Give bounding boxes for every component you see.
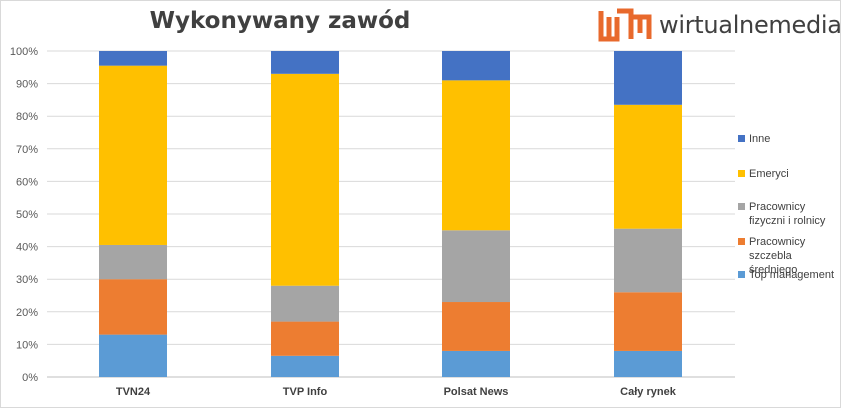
bar-segment [99, 51, 167, 66]
y-tick-label: 90% [16, 79, 38, 91]
y-tick-label: 10% [16, 339, 38, 351]
y-tick-label: 80% [16, 111, 38, 123]
bar-segment [99, 279, 167, 335]
legend-item: Inne [738, 132, 770, 146]
bar-segment [442, 302, 510, 351]
x-category-label: TVP Info [283, 386, 328, 398]
legend-swatch [738, 170, 745, 177]
chart-title: Wykonywany zawód [149, 8, 411, 34]
x-category-label: Cały rynek [620, 386, 677, 398]
bar-segment [271, 73, 339, 286]
y-tick-label: 0% [22, 372, 38, 384]
legend-item: Pracownicy szczebla średniego [738, 235, 842, 277]
legend-label: Pracownicy szczebla średniego [749, 236, 806, 276]
brand-logo: wirtualnemedia.pl [597, 6, 842, 44]
y-tick-label: 60% [16, 176, 38, 188]
legend-label: Top management [749, 269, 834, 281]
bar-segment [614, 350, 682, 377]
wm-logo-icon [598, 8, 652, 42]
bar-segment [614, 228, 682, 293]
legend-swatch [738, 271, 745, 278]
y-tick-label: 40% [16, 242, 38, 254]
bar-segment [271, 321, 339, 356]
legend-item: Pracownicy fizyczni i rolnicy [738, 200, 842, 228]
legend-label: Inne [749, 133, 771, 145]
logo-text: wirtualnemedia.pl [659, 11, 842, 39]
bar-segment [271, 285, 339, 322]
bar-segment [442, 230, 510, 303]
bar-segment [442, 80, 510, 231]
y-tick-label: 70% [16, 144, 38, 156]
bar-segment [614, 292, 682, 351]
y-tick-label: 50% [16, 209, 38, 221]
bar-segment [99, 334, 167, 377]
legend-item: Top management [738, 268, 834, 282]
y-tick-label: 30% [16, 274, 38, 286]
legend: Inne Emeryci Pracownicy fizyczni i rolnicy… [738, 0, 842, 409]
bar-segment [442, 350, 510, 377]
legend-item: Emeryci [738, 167, 789, 181]
legend-label: Pracownicy fizyczni i rolnicy [749, 201, 826, 227]
bar-segment [614, 104, 682, 229]
legend-swatch [738, 203, 745, 210]
y-axis-ticks: 0% 10% 20% 30% 40% 50% 60% 70% 80% 90% 100% [10, 46, 38, 384]
x-axis-labels: TVN24 TVP Info Polsat News Cały rynek [116, 386, 677, 398]
legend-swatch [738, 135, 745, 142]
bar-segment [442, 51, 510, 81]
bar-segment [99, 244, 167, 280]
bar-segment [271, 355, 339, 377]
y-tick-label: 100% [10, 46, 38, 58]
bars [99, 51, 682, 377]
x-category-label: TVN24 [116, 386, 151, 398]
bar-segment [99, 65, 167, 245]
bar-segment [614, 51, 682, 105]
legend-label: Emeryci [749, 168, 789, 180]
legend-swatch [738, 238, 745, 245]
y-tick-label: 20% [16, 307, 38, 319]
x-category-label: Polsat News [444, 386, 509, 398]
bar-segment [271, 51, 339, 74]
